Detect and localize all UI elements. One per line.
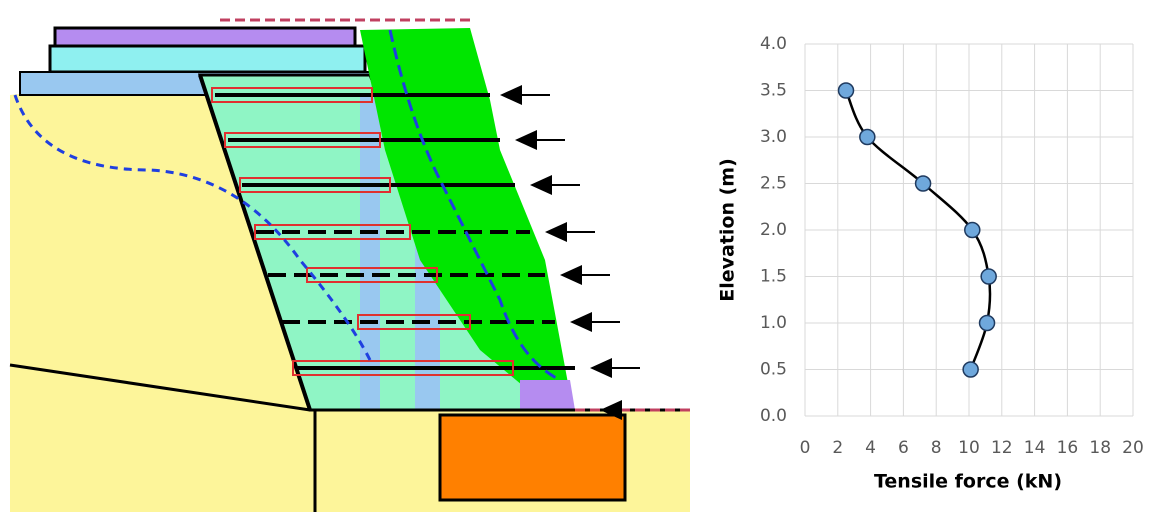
- y-tick-label: 0.5: [760, 360, 787, 380]
- y-axis-title: Elevation (m): [717, 158, 739, 302]
- footing: [438, 413, 627, 502]
- arrow: [600, 400, 622, 420]
- data-point: [980, 268, 997, 285]
- pullout-zones: [211, 87, 514, 376]
- data-point: [837, 82, 855, 99]
- toe-block: [520, 380, 575, 410]
- x-tick-label: 2: [832, 438, 843, 458]
- top-layer: [53, 26, 357, 48]
- arrow: [515, 130, 537, 150]
- x-tick-label: 20: [1122, 438, 1144, 458]
- wall-diagram: [9, 18, 690, 512]
- y-tick-label: 3.5: [760, 81, 787, 101]
- arrow-shafts: [520, 94, 640, 369]
- x-tick-label: 0: [800, 438, 811, 458]
- x-axis-title: Tensile force (kN): [874, 471, 1062, 493]
- zone: [254, 224, 411, 240]
- zone: [292, 360, 514, 376]
- data-point: [962, 361, 979, 378]
- arrow: [500, 85, 522, 105]
- x-tick-label: 4: [865, 438, 876, 458]
- arrow: [545, 222, 567, 242]
- arrow: [560, 265, 582, 285]
- y-tick-label: 1.0: [760, 313, 787, 333]
- failure-wedge: [360, 28, 572, 405]
- phreatic-line: [13, 94, 372, 361]
- y-tick-label: 2.0: [760, 220, 787, 240]
- data-point: [978, 314, 996, 332]
- data-point: [914, 175, 932, 192]
- y-tick-label: 1.5: [760, 267, 787, 287]
- x-tick-label: 16: [1057, 438, 1079, 458]
- x-tick-label: 8: [931, 438, 942, 458]
- y-tick-label: 4.0: [760, 34, 787, 54]
- arrow: [530, 175, 552, 195]
- y-tick-label: 3.0: [760, 127, 787, 147]
- zone: [357, 314, 471, 330]
- data-point: [964, 221, 981, 239]
- arrow: [590, 358, 612, 378]
- facing-column: [360, 95, 380, 410]
- wedge-line: [388, 29, 561, 382]
- x-tick-label: 10: [958, 438, 980, 458]
- data-point: [859, 128, 876, 146]
- x-tick-label: 12: [991, 438, 1013, 458]
- x-tick-label: 18: [1089, 438, 1111, 458]
- reinforcement: [215, 93, 575, 370]
- x-tick-label: 6: [898, 438, 909, 458]
- y-tick-label: 2.5: [760, 174, 787, 194]
- zone: [224, 132, 381, 148]
- upper-layer: [48, 44, 367, 74]
- y-tick-label: 0.0: [760, 406, 787, 426]
- zone: [306, 267, 438, 283]
- zone: [211, 87, 373, 103]
- force-arrows: [500, 85, 622, 420]
- arrow: [570, 312, 592, 332]
- x-tick-label: 14: [1024, 438, 1046, 458]
- slip-boundary: [198, 74, 312, 411]
- zone: [239, 177, 391, 193]
